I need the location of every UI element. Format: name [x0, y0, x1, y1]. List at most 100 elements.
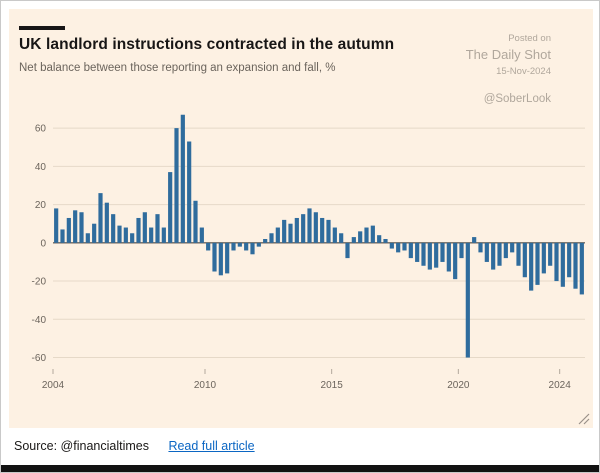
bar — [60, 229, 65, 243]
bar — [98, 193, 103, 243]
bar — [136, 217, 141, 243]
bar — [288, 223, 293, 243]
bar — [510, 242, 515, 253]
bar — [383, 239, 388, 243]
bar — [275, 227, 280, 243]
x-axis-label: 2015 — [321, 380, 344, 391]
bar — [415, 242, 420, 262]
read-full-article-link[interactable]: Read full article — [168, 439, 255, 453]
bar — [123, 227, 128, 243]
bar — [269, 233, 274, 243]
bar — [206, 242, 211, 251]
bar — [218, 242, 223, 276]
bar — [231, 242, 236, 251]
bar — [282, 219, 287, 243]
bar — [478, 242, 483, 253]
bar — [396, 242, 401, 253]
bar — [370, 225, 375, 243]
x-axis-label: 2020 — [447, 380, 470, 391]
watermark-handle: @SoberLook — [483, 92, 551, 105]
y-axis-label: 40 — [35, 162, 47, 173]
bar — [548, 242, 553, 266]
bar — [465, 242, 470, 358]
bar — [256, 242, 261, 247]
y-axis-label: -60 — [32, 353, 47, 364]
bar — [389, 242, 394, 249]
watermark-name: The Daily Shot — [465, 47, 551, 63]
bar — [307, 208, 312, 243]
bar — [111, 214, 116, 243]
bar — [92, 223, 97, 243]
bar — [364, 227, 369, 243]
bar — [522, 242, 527, 278]
resize-grip-lines — [578, 413, 590, 425]
bar — [326, 219, 331, 243]
bar — [250, 242, 255, 255]
bar — [54, 208, 59, 243]
bar — [294, 217, 299, 243]
bar — [554, 242, 559, 282]
bar — [130, 233, 135, 243]
x-axis-label: 2004 — [42, 380, 65, 391]
bar — [472, 237, 477, 243]
bar — [339, 233, 344, 243]
bar — [567, 242, 572, 278]
bar — [516, 242, 521, 266]
bar — [402, 242, 407, 251]
bottom-bar — [1, 465, 599, 472]
bar — [244, 242, 249, 251]
y-axis-label: 60 — [35, 124, 47, 135]
bar — [85, 233, 90, 243]
y-axis-label: -20 — [32, 277, 47, 288]
slug-bar — [19, 26, 65, 30]
y-axis-label: -40 — [32, 315, 47, 326]
bar — [168, 172, 173, 243]
bar — [73, 210, 78, 243]
bar — [212, 242, 217, 272]
bar — [579, 242, 584, 295]
bar — [313, 212, 318, 243]
bar — [427, 242, 432, 270]
bar — [408, 242, 413, 259]
resize-handle[interactable] — [578, 413, 590, 425]
bar — [535, 242, 540, 285]
bar — [345, 242, 350, 259]
x-axis-label: 2024 — [549, 380, 572, 391]
bar — [155, 214, 160, 243]
bar — [440, 242, 445, 262]
bar — [377, 235, 382, 243]
bar — [187, 141, 192, 243]
chart-card: UK landlord instructions contracted in t… — [9, 9, 593, 428]
bar — [503, 242, 508, 259]
footer: Source: @financialtimes Read full articl… — [14, 439, 255, 453]
x-axis-label: 2010 — [194, 380, 217, 391]
y-axis-label: 20 — [35, 200, 47, 211]
bar — [446, 242, 451, 272]
bar — [149, 227, 154, 243]
bar — [358, 231, 363, 243]
bar — [174, 128, 179, 243]
bar — [497, 242, 502, 266]
watermark-posted-on: Posted on — [508, 33, 551, 44]
bar — [351, 237, 356, 243]
y-axis-label: 0 — [40, 238, 46, 249]
bar-chart: 60 40 20 0 -20 -40 -60 2004 2010 2015 2020 2024 — [32, 114, 585, 391]
bar — [453, 242, 458, 280]
watermark-date: 15-Nov-2024 — [496, 65, 551, 77]
bar — [199, 227, 204, 243]
bar — [66, 217, 71, 243]
bar — [332, 227, 337, 243]
bar — [225, 242, 230, 274]
source-text: Source: @financialtimes — [14, 439, 149, 453]
bar — [161, 227, 166, 243]
bar — [117, 225, 122, 243]
bar — [491, 242, 496, 270]
bar — [421, 242, 426, 266]
chart-title: UK landlord instructions contracted in t… — [19, 36, 395, 53]
bar — [301, 214, 306, 243]
bar — [320, 217, 325, 243]
bar — [180, 114, 185, 243]
bar — [541, 242, 546, 274]
bar — [560, 242, 565, 287]
